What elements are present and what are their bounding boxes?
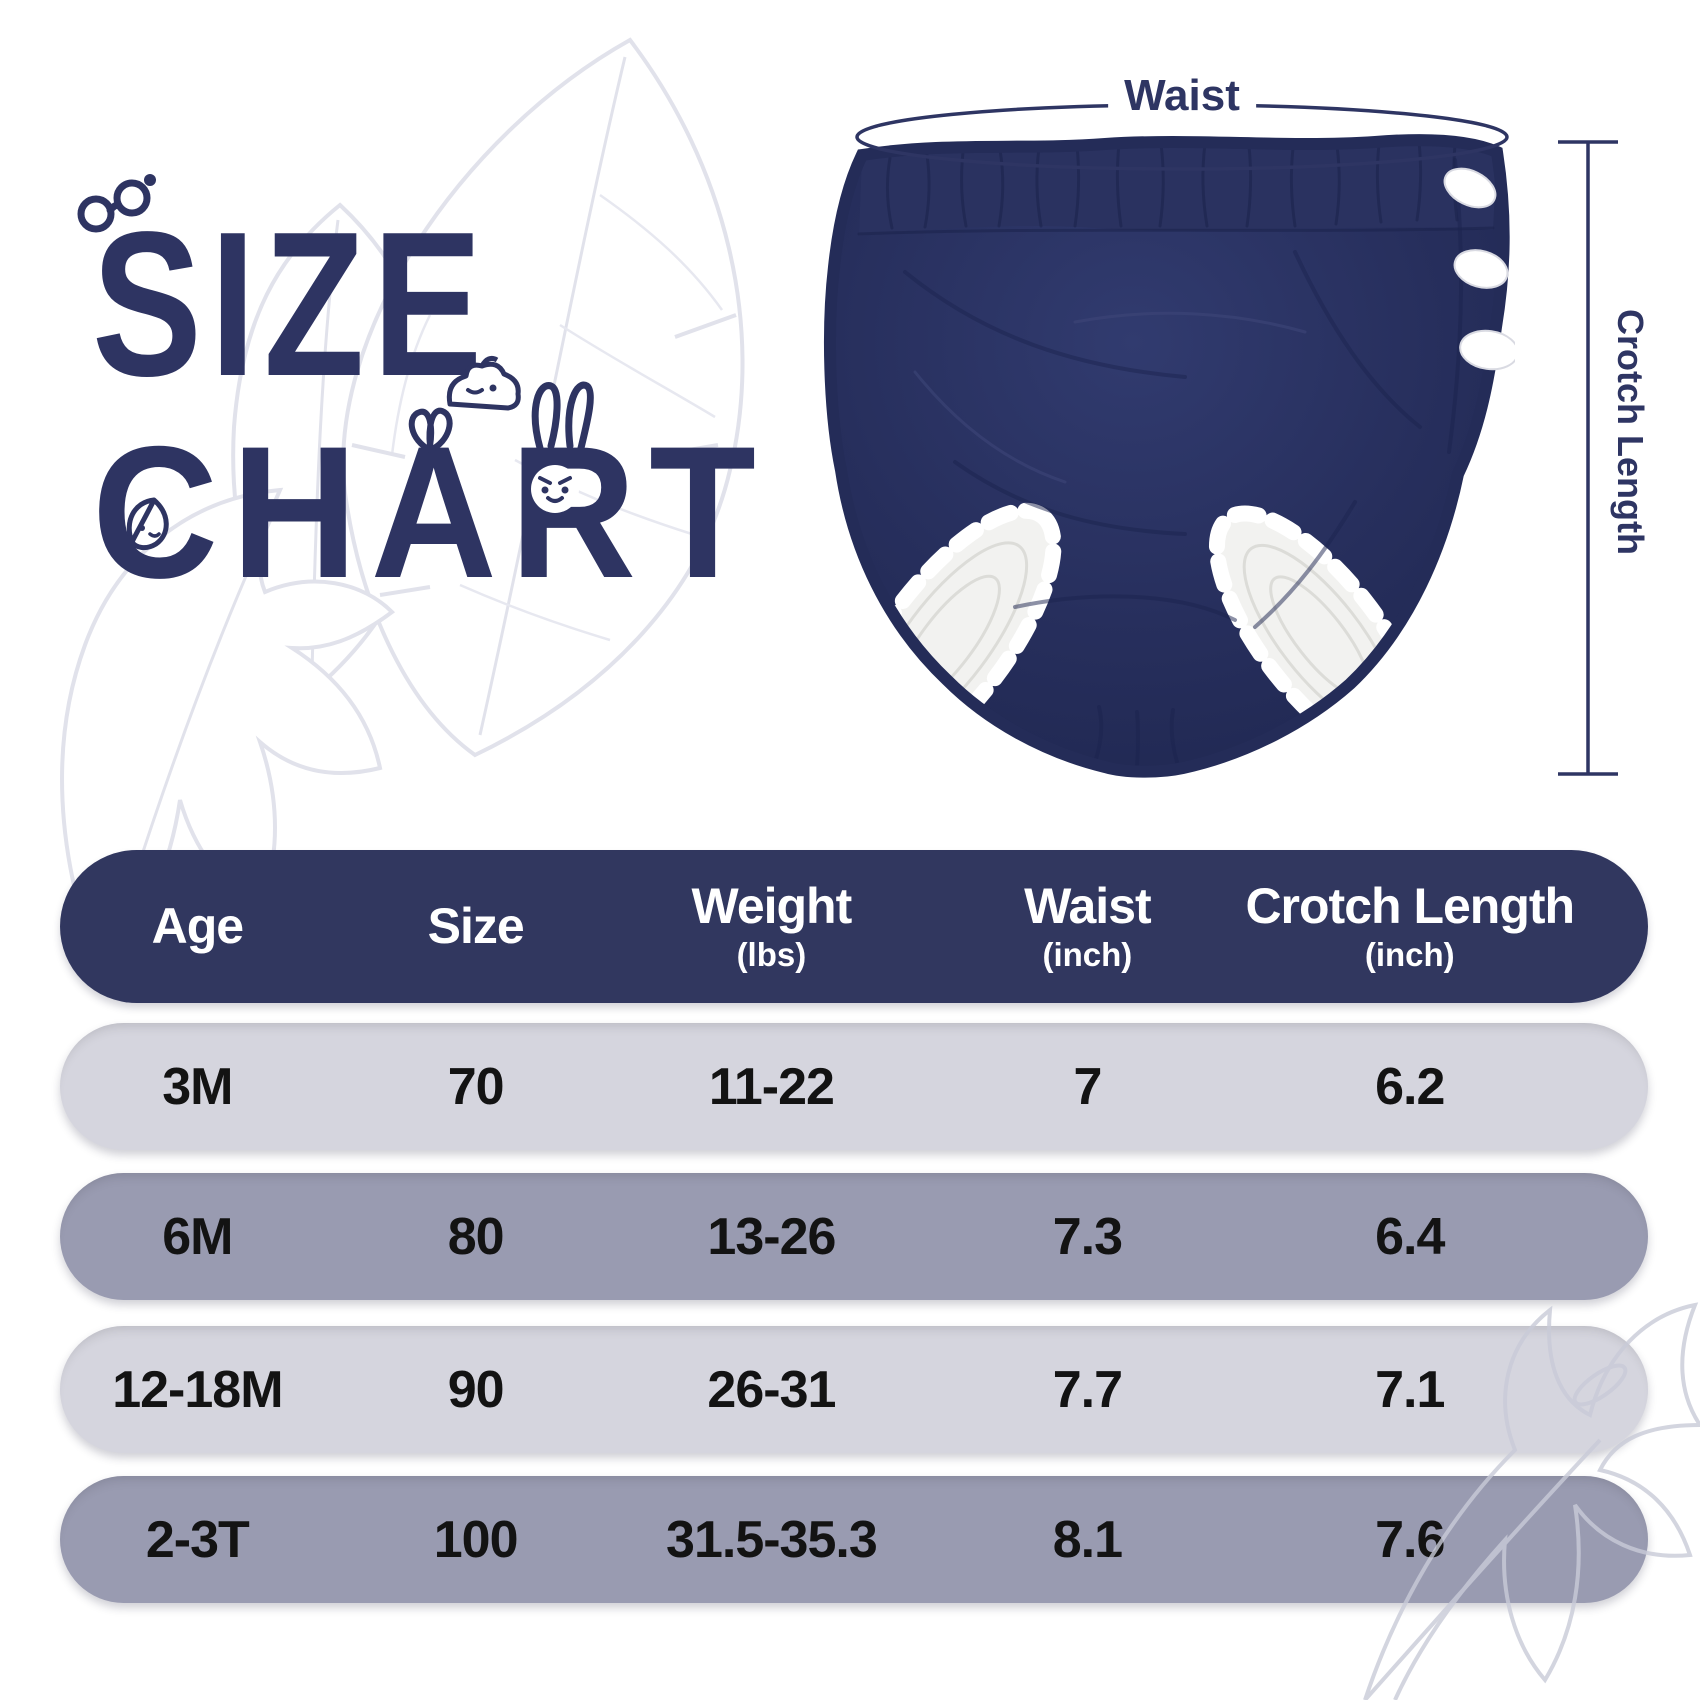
cell-waist: 7.7: [1052, 1360, 1123, 1419]
snap-buttons: [1443, 167, 1515, 371]
cell-size: 100: [433, 1510, 519, 1569]
cell-crotch-length: 6.2: [1375, 1057, 1445, 1116]
swim-diaper-image: [823, 134, 1515, 778]
cell-size: 80: [447, 1207, 505, 1266]
cell-age: 6M: [162, 1207, 233, 1266]
cell-weight: 31.5-35.3: [666, 1510, 878, 1569]
table-row-12-18m: 12-18M 90 26-31 7.7 7.1: [60, 1326, 1648, 1453]
cell-crotch-length: 6.4: [1375, 1207, 1445, 1266]
cell-size: 90: [447, 1360, 505, 1419]
column-header-crotch-length: Crotch Length (inch): [1245, 878, 1575, 973]
size-table-header: Age Size Weight (lbs) Waist (inch) Crotc…: [60, 850, 1648, 1003]
cell-size: 70: [447, 1057, 505, 1116]
cell-weight: 13-26: [707, 1207, 836, 1266]
cell-weight: 26-31: [707, 1360, 836, 1419]
cell-crotch-length: 7.6: [1375, 1510, 1445, 1569]
crotch-length-measure-label: Crotch Length: [1610, 309, 1651, 555]
cell-weight: 11-22: [708, 1057, 835, 1116]
table-row-6m: 6M 80 13-26 7.3 6.4: [60, 1173, 1648, 1300]
column-header-waist: Waist (inch): [1024, 878, 1151, 973]
cell-age: 2-3T: [145, 1510, 250, 1569]
cell-age: 3M: [162, 1057, 233, 1116]
cell-waist: 7: [1073, 1057, 1102, 1116]
column-header-weight: Weight (lbs): [691, 878, 853, 973]
cell-waist: 7.3: [1052, 1207, 1123, 1266]
cell-crotch-length: 7.1: [1375, 1360, 1445, 1419]
bow-icon: [77, 174, 156, 233]
leaf-critter-icon: [126, 497, 169, 551]
crotch-length-measure-line: [1558, 140, 1618, 776]
sleeping-bunny-icon: [446, 356, 521, 411]
waist-measure-label: Waist: [1108, 71, 1256, 121]
table-row-2-3t: 2-3T 100 31.5-35.3 8.1 7.6: [60, 1476, 1648, 1603]
bunny-ears-icon: [531, 381, 594, 452]
column-header-age: Age: [151, 898, 244, 955]
cell-age: 12-18M: [112, 1360, 283, 1419]
column-header-size: Size: [427, 898, 525, 955]
sprout-icon: [408, 407, 453, 453]
bunny-face-icon: [531, 465, 579, 513]
table-row-3m: 3M 70 11-22 7 6.2: [60, 1023, 1648, 1150]
cell-waist: 8.1: [1052, 1510, 1123, 1569]
page-title-size: SIZE: [92, 189, 491, 419]
